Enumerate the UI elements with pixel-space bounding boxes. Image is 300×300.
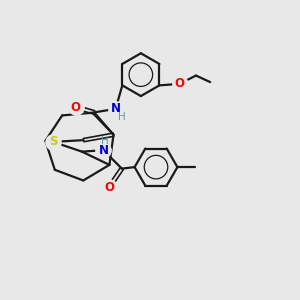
Text: S: S (49, 135, 57, 148)
Text: N: N (111, 102, 121, 115)
Text: O: O (71, 100, 81, 114)
Text: O: O (104, 181, 114, 194)
Text: H: H (118, 112, 126, 122)
Text: O: O (175, 77, 184, 90)
Text: H: H (101, 136, 109, 146)
Text: N: N (98, 144, 108, 157)
